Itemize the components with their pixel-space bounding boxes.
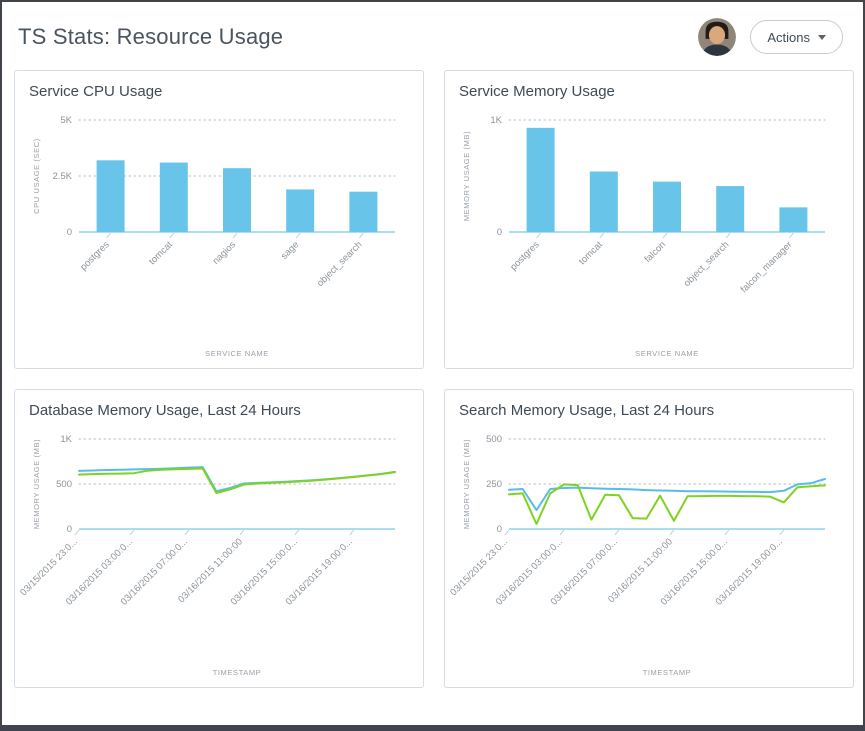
svg-text:CPU USAGE (SEC): CPU USAGE (SEC) [32,138,41,214]
svg-text:tomcat: tomcat [147,239,175,267]
svg-text:0: 0 [497,524,502,535]
svg-text:MEMORY USAGE (MB): MEMORY USAGE (MB) [462,131,471,221]
svg-text:2.5K: 2.5K [52,171,72,182]
avatar-image [698,18,737,56]
svg-text:0: 0 [67,227,72,238]
svg-text:falcon_manager: falcon_manager [739,239,795,295]
page-title: TS Stats: Resource Usage [18,24,284,49]
app-header: TS Stats: Resource Usage Actions [2,2,863,68]
svg-text:500: 500 [486,434,502,445]
actions-button-label: Actions [767,29,810,45]
svg-text:falcon: falcon [642,239,668,265]
svg-text:1K: 1K [60,434,72,445]
caret-down-icon [818,34,826,40]
svg-text:object_search: object_search [315,239,365,289]
svg-text:TIMESTAMP: TIMESTAMP [643,668,692,677]
service-memory-usage-chart: 0 1K postgres tomcat falcon object_search falc… [462,115,826,358]
panel-service-memory-usage: Service Memory Usage 0 1K postgres tomcat fa… [444,70,854,369]
header-actions: Actions [698,18,843,56]
svg-text:MEMORY USAGE (MB): MEMORY USAGE (MB) [462,439,471,529]
svg-text:MEMORY USAGE (MB): MEMORY USAGE (MB) [32,439,41,529]
svg-text:0: 0 [497,227,502,238]
user-avatar[interactable] [698,18,737,56]
panel-database-memory-usage: Database Memory Usage, Last 24 Hours 0 50… [14,389,424,688]
svg-text:object_search: object_search [682,239,732,289]
dashboard-grid: Service CPU Usage 0 2.5K 5K postgres tomcat n… [2,68,863,700]
panel-search-memory-usage: Search Memory Usage, Last 24 Hours 0 250 5… [444,389,854,688]
svg-text:SERVICE NAME: SERVICE NAME [205,349,269,358]
svg-text:0: 0 [67,524,72,535]
actions-button[interactable]: Actions [750,20,843,54]
svg-text:5K: 5K [60,115,72,126]
svg-text:postgres: postgres [78,239,112,273]
chart-title: Search Memory Usage, Last 24 Hours [459,402,715,419]
svg-text:03/15/2015 23:0...: 03/15/2015 23:0... [18,536,80,598]
svg-text:TIMESTAMP: TIMESTAMP [213,668,262,677]
svg-text:500: 500 [56,479,72,490]
chart-title: Service Memory Usage [459,83,615,100]
panel-service-cpu-usage: Service CPU Usage 0 2.5K 5K postgres tomcat n… [14,70,424,369]
svg-text:postgres: postgres [508,239,542,273]
svg-text:sage: sage [279,239,301,261]
svg-text:nagios: nagios [211,239,239,267]
chart-title: Database Memory Usage, Last 24 Hours [29,402,301,419]
svg-text:1K: 1K [490,115,502,126]
svg-text:tomcat: tomcat [577,239,605,267]
chart-title: Service CPU Usage [29,83,163,100]
service-cpu-usage-chart: 0 2.5K 5K postgres tomcat nagios sage object_se… [32,115,396,358]
svg-text:03/15/2015 23:0...: 03/15/2015 23:0... [448,536,510,598]
svg-text:250: 250 [486,479,502,490]
svg-text:SERVICE NAME: SERVICE NAME [635,349,699,358]
